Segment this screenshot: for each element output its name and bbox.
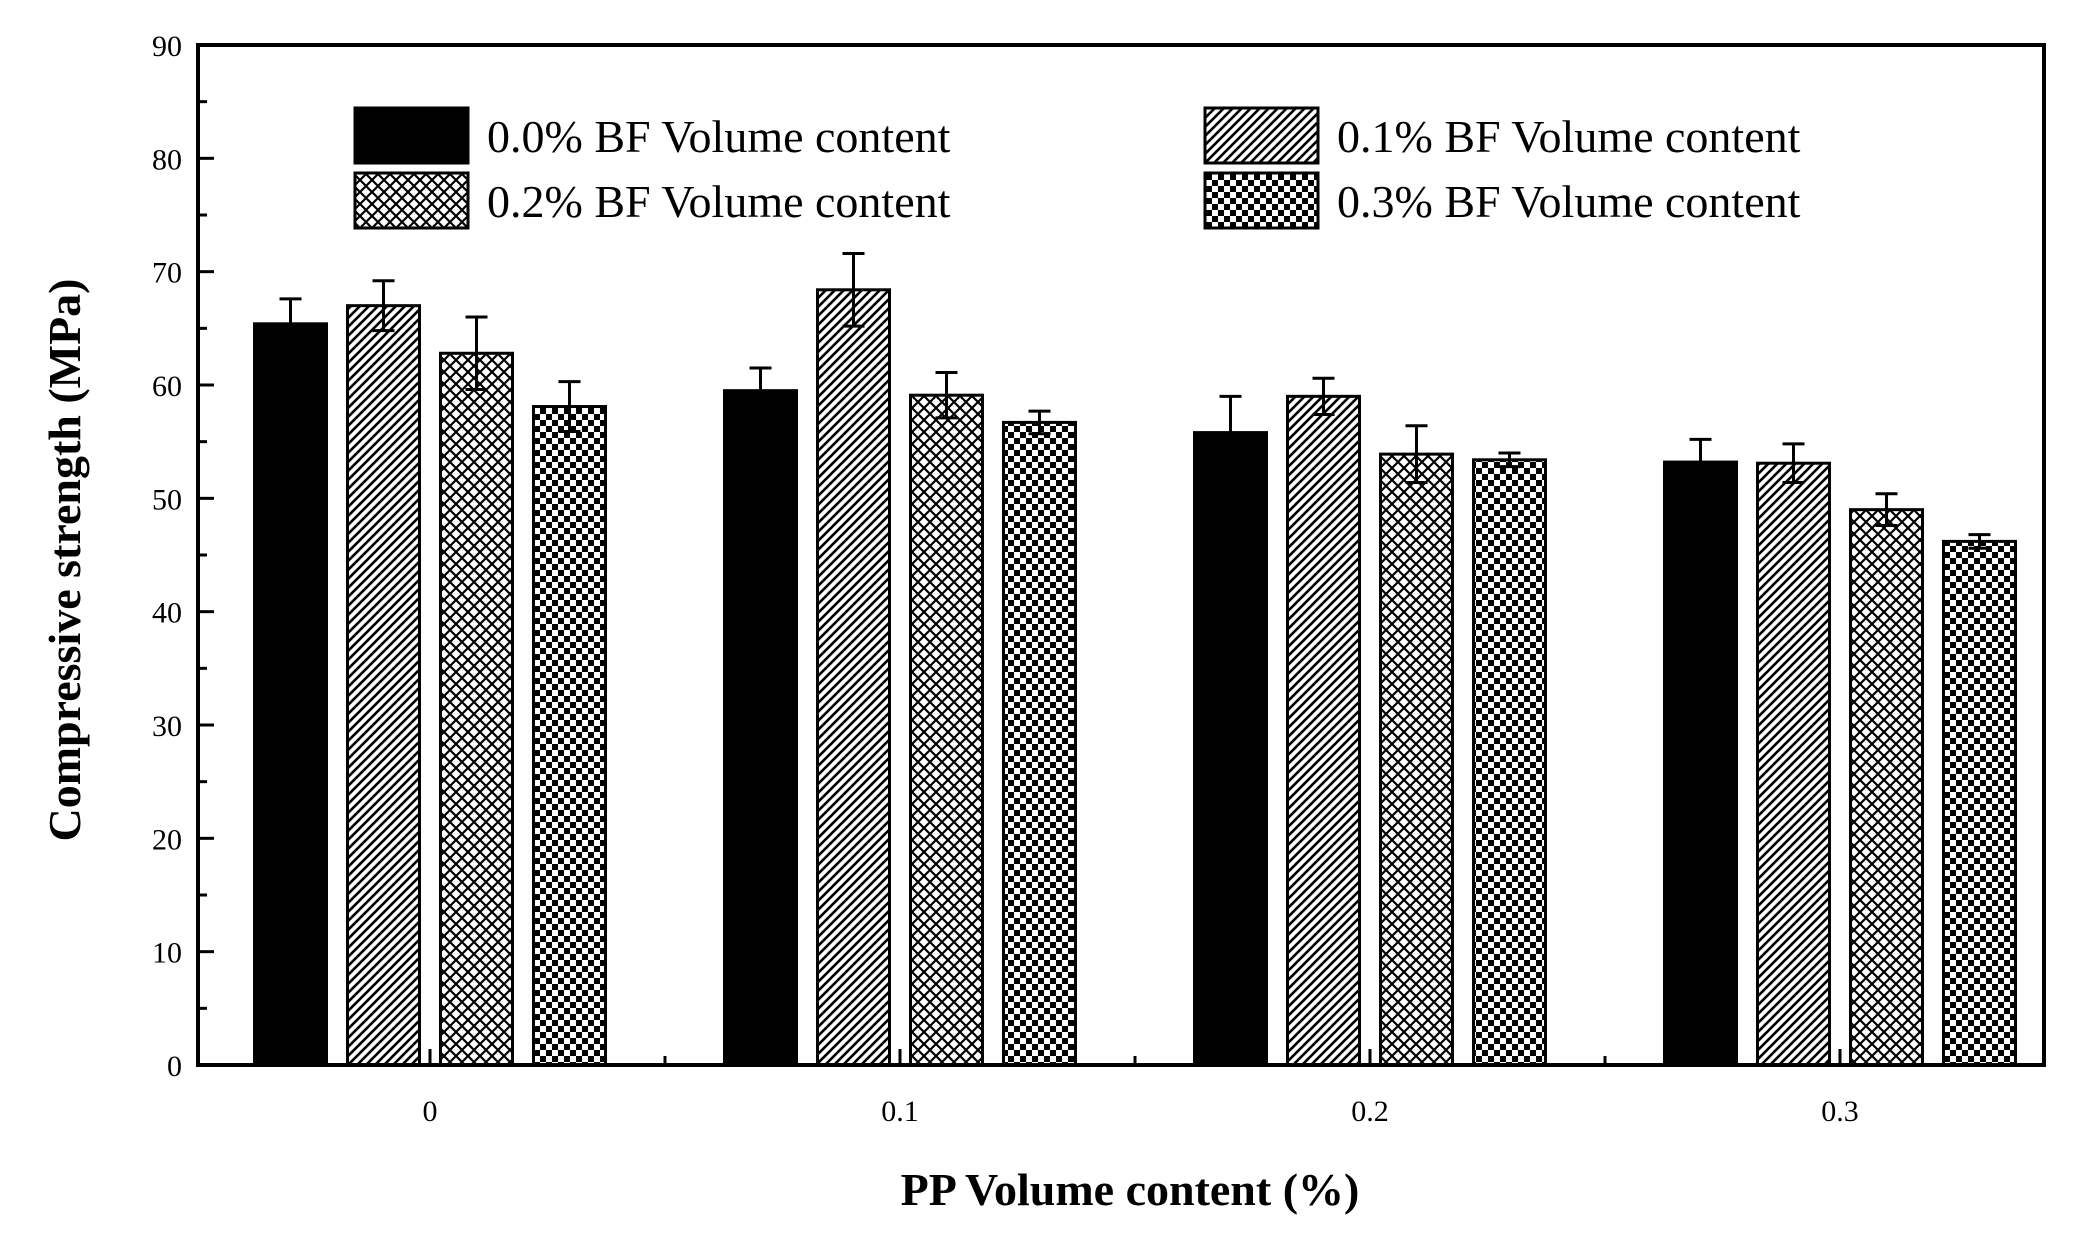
x-tick-labels: 0 0.1 0.2 0.3 xyxy=(423,1095,1859,1128)
bar-checker-0 xyxy=(532,405,607,1067)
bar-solid-0.2 xyxy=(1193,431,1268,1067)
legend-label: 0.3% BF Volume content xyxy=(1337,176,1801,227)
y-axis-title: Compressive strength (MPa) xyxy=(39,279,90,842)
y-tick-label: 50 xyxy=(152,483,182,516)
y-tick-label: 70 xyxy=(152,257,182,290)
bar-diagonal-0 xyxy=(346,304,421,1067)
legend-swatch-crosshatch xyxy=(353,171,470,230)
legend-swatch-solid xyxy=(353,106,470,165)
legend-swatch-diagonal xyxy=(1203,106,1320,165)
bar-solid-0 xyxy=(253,322,328,1067)
x-tick-label: 0.2 xyxy=(1351,1095,1389,1128)
y-tick-label: 10 xyxy=(152,937,182,970)
bar-solid-0.1 xyxy=(723,389,798,1067)
y-tick-label: 60 xyxy=(152,370,182,403)
bar-crosshatch-0.1 xyxy=(909,393,984,1067)
bar-crosshatch-0 xyxy=(439,351,514,1067)
y-tick-labels: 0 10 20 30 40 50 60 70 80 90 xyxy=(152,30,182,1083)
y-tick-label: 0 xyxy=(167,1050,182,1083)
y-tick-label: 20 xyxy=(152,823,182,856)
error-bars xyxy=(279,252,1991,550)
bar-checker-0.1 xyxy=(1002,420,1077,1067)
legend: 0.0% BF Volume content 0.1% BF Volume con… xyxy=(353,106,1801,230)
bar-crosshatch-0.3 xyxy=(1849,508,1924,1067)
legend-label: 0.2% BF Volume content xyxy=(487,176,951,227)
y-tick-label: 30 xyxy=(152,710,182,743)
bar-crosshatch-0.2 xyxy=(1379,452,1454,1067)
bar-solid-0.3 xyxy=(1663,460,1738,1067)
legend-label: 0.1% BF Volume content xyxy=(1337,111,1801,162)
x-tick-label: 0.1 xyxy=(881,1095,919,1128)
legend-label: 0.0% BF Volume content xyxy=(487,111,951,162)
x-tick-label: 0 xyxy=(423,1095,438,1128)
x-axis-title: PP Volume content (%) xyxy=(901,1164,1360,1215)
y-tick-label: 40 xyxy=(152,597,182,630)
bar-series xyxy=(253,288,2017,1067)
bar-diagonal-0.3 xyxy=(1756,461,1831,1067)
y-tick-label: 90 xyxy=(152,30,182,63)
bar-checker-0.2 xyxy=(1472,458,1547,1067)
x-tick-label: 0.3 xyxy=(1821,1095,1859,1128)
legend-swatch-checker xyxy=(1203,171,1320,230)
plot-frame xyxy=(196,43,2046,1067)
bar-diagonal-0.2 xyxy=(1286,394,1361,1067)
bar-checker-0.3 xyxy=(1942,539,2017,1067)
y-tick-label: 80 xyxy=(152,143,182,176)
bar-diagonal-0.1 xyxy=(816,288,891,1067)
